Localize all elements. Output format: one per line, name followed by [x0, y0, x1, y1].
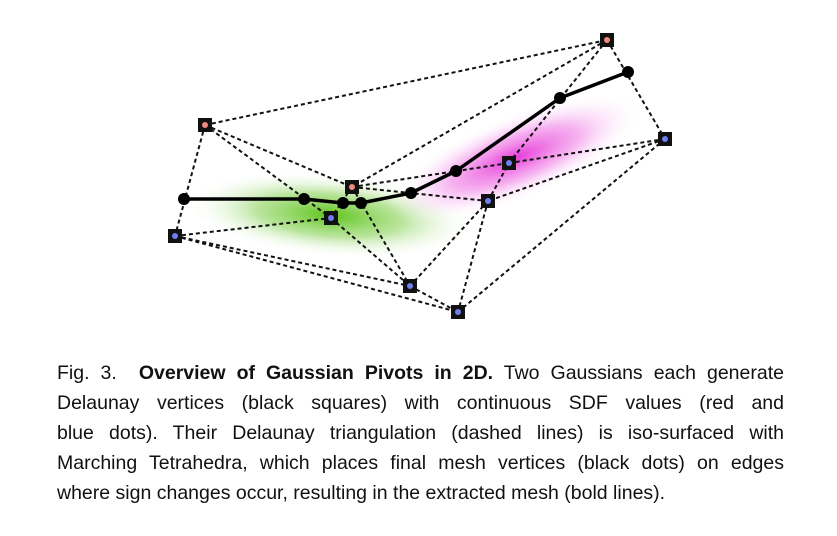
caption-line-3: blue dots). Their Delaunay triangulation… [57, 422, 784, 444]
delaunay-edge [204, 124, 332, 219]
caption-line-5: where sign changes occur, resulting in t… [57, 482, 666, 504]
caption-text: Two Gaussians each generate [503, 362, 784, 384]
delaunay-edge [351, 39, 608, 188]
sdf-value-dot [506, 160, 512, 166]
sdf-value-dot [202, 122, 208, 128]
delaunay-edge [174, 124, 206, 237]
sdf-value-dot [349, 184, 355, 190]
caption-title: Overview of Gaussian Pivots in 2D. [138, 362, 494, 384]
mesh-vertex [355, 197, 367, 209]
delaunay-edge [457, 138, 666, 313]
delaunay-edge [174, 217, 332, 237]
delaunay-edge [487, 138, 666, 202]
mesh-vertex [622, 66, 634, 78]
mesh-vertex [178, 193, 190, 205]
mesh-vertex [554, 92, 566, 104]
delaunay-edge [330, 217, 411, 287]
sdf-value-dot [662, 136, 668, 142]
delaunay-edge [204, 124, 353, 188]
delaunay-edge [204, 39, 608, 126]
mesh-vertex [405, 187, 417, 199]
delaunay-edge [351, 186, 411, 287]
extracted-mesh [184, 70, 629, 205]
delaunay-edge [508, 138, 666, 164]
sdf-value-dot [407, 283, 413, 289]
sdf-value-dot [485, 198, 491, 204]
sdf-value-dot [604, 37, 610, 43]
mesh-vertex [337, 197, 349, 209]
caption-line-1: Fig. 3. Overview of Gaussian Pivots in 2… [57, 358, 784, 388]
delaunay-edge [351, 162, 510, 188]
delaunay-edge [409, 285, 459, 313]
delaunay-edge [351, 186, 489, 202]
figure-caption: Fig. 3. Overview of Gaussian Pivots in 2… [57, 358, 784, 508]
delaunay-edge [174, 235, 411, 287]
delaunay-edge [457, 200, 489, 313]
sdf-value-dot [172, 233, 178, 239]
sdf-value-dot [455, 309, 461, 315]
caption-line-2: Delaunay vertices (black squares) with c… [57, 392, 784, 414]
mesh-vertex [298, 193, 310, 205]
caption-label: Fig. 3. [57, 362, 117, 384]
mesh-vertex [450, 165, 462, 177]
sdf-value-dot [328, 215, 334, 221]
delaunay-edge [606, 39, 666, 140]
delaunay-edge [409, 200, 489, 287]
caption-line-4: Marching Tetrahedra, which places final … [57, 452, 784, 474]
